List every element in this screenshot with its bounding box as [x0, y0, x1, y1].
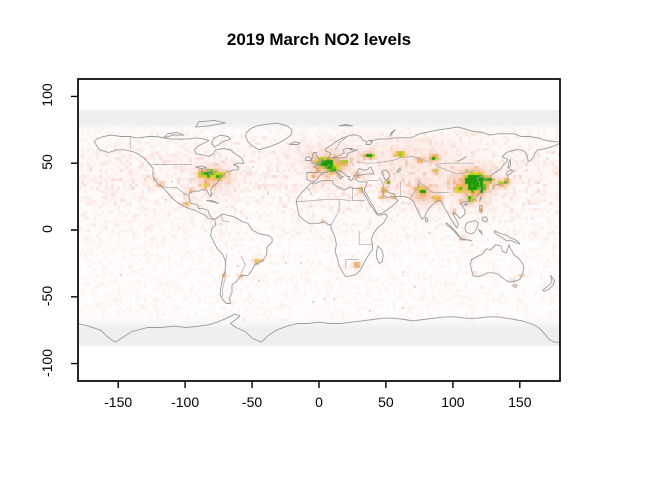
y-tick-label: 50	[39, 154, 55, 170]
y-tick-label: -100	[39, 348, 55, 377]
x-tick-label: 150	[508, 394, 532, 410]
x-tick-label: 100	[441, 394, 465, 410]
y-tick-label: -50	[39, 285, 55, 306]
plot-frame	[77, 78, 561, 382]
x-tick-label: -100	[171, 394, 200, 410]
chart-title: 2019 March NO2 levels	[226, 30, 412, 49]
coastlines	[77, 119, 561, 343]
axis-tick-marks	[71, 95, 521, 388]
x-tick-label: -150	[104, 394, 133, 410]
x-tick-label: 0	[315, 394, 323, 410]
country-borders	[129, 136, 475, 298]
y-tick-label: 0	[39, 225, 55, 233]
x-tick-label: -50	[241, 394, 263, 410]
x-tick-label: 50	[378, 394, 394, 410]
y-tick-label: 100	[39, 83, 55, 108]
